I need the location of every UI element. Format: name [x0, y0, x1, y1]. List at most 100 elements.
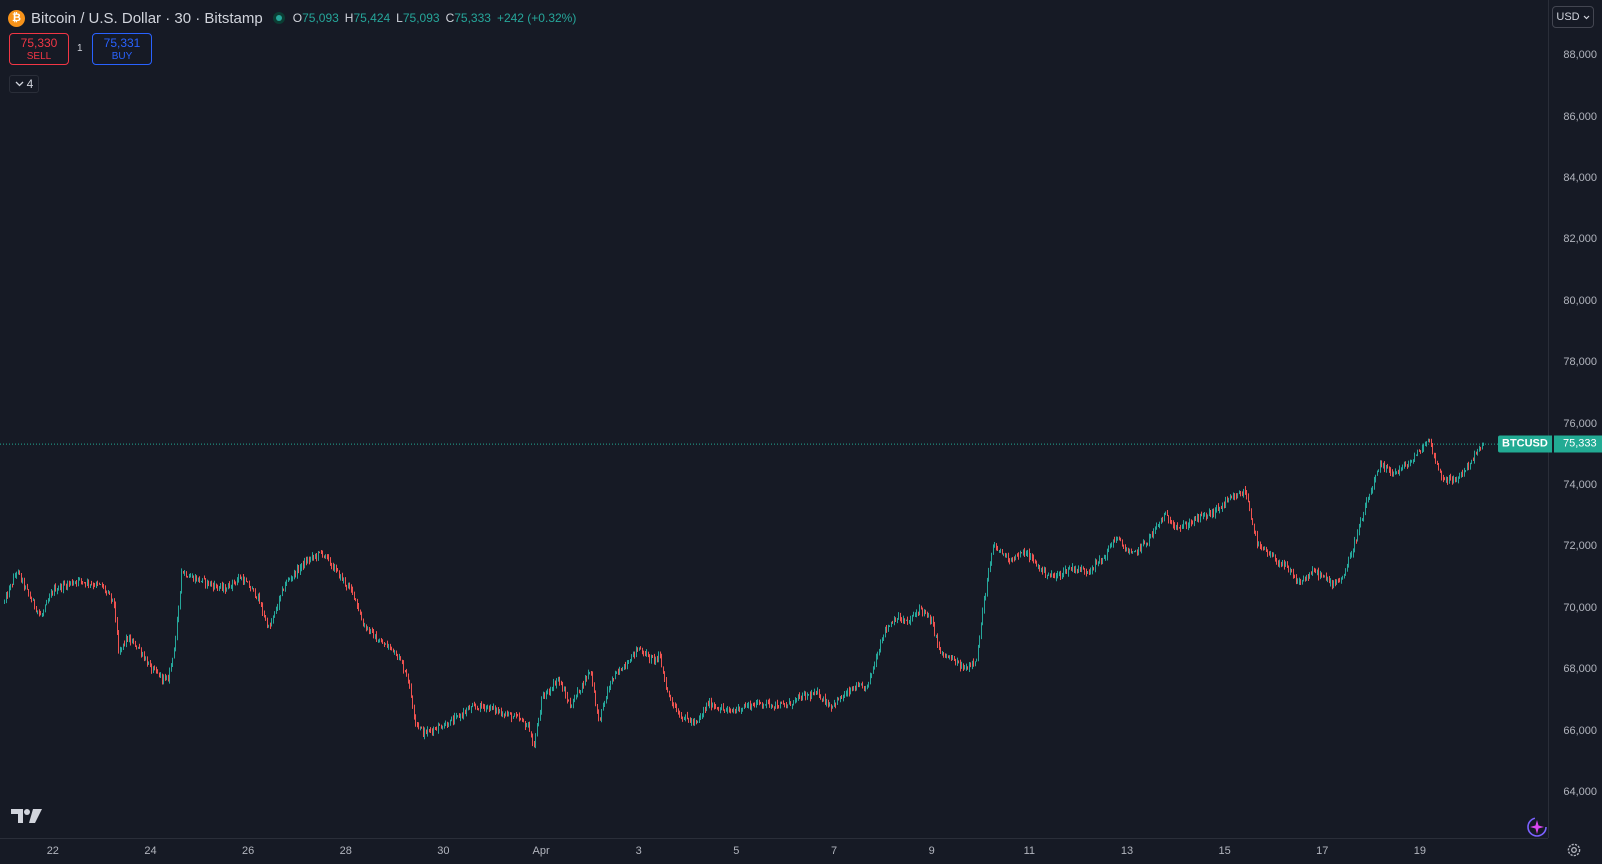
candle-body — [759, 700, 760, 703]
candle-body — [111, 594, 112, 601]
candle-body — [388, 646, 389, 648]
candle-body — [1188, 525, 1189, 528]
candle-body — [1443, 476, 1444, 479]
candle-body — [1143, 541, 1144, 544]
candle-body — [805, 693, 806, 698]
candle-body — [1435, 455, 1436, 463]
time-tick-label: 13 — [1120, 845, 1134, 857]
candle-body — [274, 611, 275, 616]
indicators-count: 4 — [26, 77, 34, 91]
candle-body — [126, 636, 127, 644]
candle-body — [1140, 547, 1141, 550]
candle-body — [670, 695, 671, 700]
candle-body — [232, 580, 233, 588]
candle-body — [631, 655, 632, 662]
currency-select[interactable]: USD — [1552, 6, 1594, 28]
candle-body — [1186, 523, 1187, 528]
candle-body — [874, 664, 875, 668]
candle-body — [822, 698, 823, 700]
candle-body — [1129, 551, 1130, 553]
price-axis[interactable]: 64,000 66,000 68,000 70,000 72,000 74,000 76,0… — [1548, 0, 1602, 838]
candle-body — [1110, 546, 1111, 548]
candle-body — [448, 725, 449, 727]
candle-body — [18, 571, 19, 573]
candle-body — [837, 698, 838, 705]
candle-body — [1105, 557, 1106, 559]
candle-body — [595, 692, 596, 705]
price-tick-label: 86,000 — [1563, 110, 1597, 123]
candle-body — [550, 689, 551, 693]
candle-body — [1300, 581, 1301, 585]
candle-body — [415, 716, 416, 724]
candle-body — [1189, 521, 1190, 526]
candle-body — [216, 583, 217, 587]
bitcoin-icon[interactable]: ₿ — [8, 9, 25, 27]
sell-button[interactable]: 75,330 SELL — [9, 33, 69, 65]
candle-body — [1461, 472, 1462, 476]
time-tick-label: 22 — [46, 845, 59, 857]
candle-body — [241, 577, 242, 579]
indicators-toggle-button[interactable]: 4 — [9, 75, 39, 93]
candle-body — [525, 721, 526, 727]
candle-body — [657, 656, 658, 659]
candle-body — [1309, 573, 1310, 578]
time-tick-label: 11 — [1023, 845, 1036, 857]
candle-body — [178, 606, 179, 620]
candle-body — [621, 668, 622, 671]
candle-body — [642, 649, 643, 653]
candle-body — [1011, 558, 1012, 562]
tradingview-logo[interactable] — [11, 808, 43, 824]
candle-body — [501, 711, 502, 716]
candle-body — [1276, 560, 1277, 564]
ai-sparkle-icon[interactable] — [1526, 816, 1548, 838]
candle-body — [22, 579, 23, 581]
candle-body — [573, 702, 574, 707]
candle-body — [651, 656, 652, 661]
candle-body — [55, 586, 56, 592]
candle-body — [627, 663, 628, 667]
candle-body — [228, 584, 229, 590]
candle-body — [1312, 569, 1313, 575]
candle-body — [1294, 575, 1295, 577]
candle-body — [1006, 553, 1007, 558]
candle-body — [13, 576, 14, 585]
candle-body — [841, 696, 842, 699]
candle-body — [891, 622, 892, 626]
price-tick-label: 72,000 — [1563, 540, 1597, 553]
candle-body — [1039, 565, 1040, 571]
candle-body — [171, 663, 172, 670]
candle-body — [1000, 550, 1001, 552]
candle-body — [1078, 566, 1079, 570]
candle-body — [181, 571, 182, 592]
candle-body — [1164, 513, 1165, 521]
candle-body — [861, 684, 862, 686]
candle-body — [1441, 471, 1442, 477]
candle-body — [442, 727, 443, 729]
candle-body — [1144, 541, 1145, 544]
market-status-icon[interactable] — [272, 12, 285, 24]
candle-body — [745, 705, 746, 707]
candle-body — [520, 719, 521, 721]
candle-body — [229, 584, 230, 588]
buy-button[interactable]: 75,331 BUY — [92, 33, 152, 65]
candle-body — [514, 714, 515, 717]
candle-body — [46, 602, 47, 606]
candle-body — [73, 582, 74, 585]
time-axis[interactable]: 22 24 26 28 30 Apr 3 5 7 9 11 13 15 17 19 — [0, 838, 1548, 864]
candle-body — [694, 721, 695, 724]
last-price-label: BTCUSD 75,333 — [1498, 435, 1602, 453]
gear-icon[interactable] — [1566, 842, 1582, 858]
candle-body — [840, 696, 841, 701]
candle-body — [813, 693, 814, 696]
candle-body — [652, 656, 653, 658]
candle-body — [1434, 453, 1435, 456]
price-chart[interactable] — [0, 0, 1548, 838]
candle-body — [1419, 450, 1420, 452]
candle-body — [174, 648, 175, 659]
candle-body — [433, 728, 434, 733]
candle-body — [235, 582, 236, 584]
candle-body — [744, 705, 745, 709]
symbol-title[interactable]: Bitcoin / U.S. Dollar · 30 · Bitstamp — [31, 9, 263, 27]
candle-body — [1209, 511, 1210, 515]
